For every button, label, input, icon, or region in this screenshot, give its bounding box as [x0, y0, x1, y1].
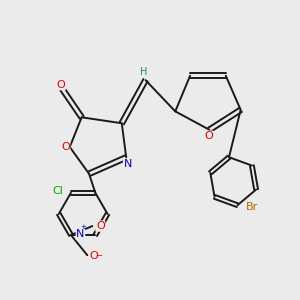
Text: O: O: [205, 131, 213, 141]
Text: Cl: Cl: [52, 186, 64, 196]
Text: O: O: [61, 142, 70, 152]
Text: N: N: [124, 159, 132, 169]
Text: H: H: [140, 67, 148, 77]
Text: −: −: [95, 251, 102, 260]
Text: O: O: [56, 80, 65, 90]
Text: N: N: [76, 230, 85, 239]
Text: +: +: [80, 224, 86, 230]
Text: O: O: [96, 221, 105, 231]
Text: O: O: [90, 251, 98, 261]
Text: Br: Br: [246, 202, 258, 212]
